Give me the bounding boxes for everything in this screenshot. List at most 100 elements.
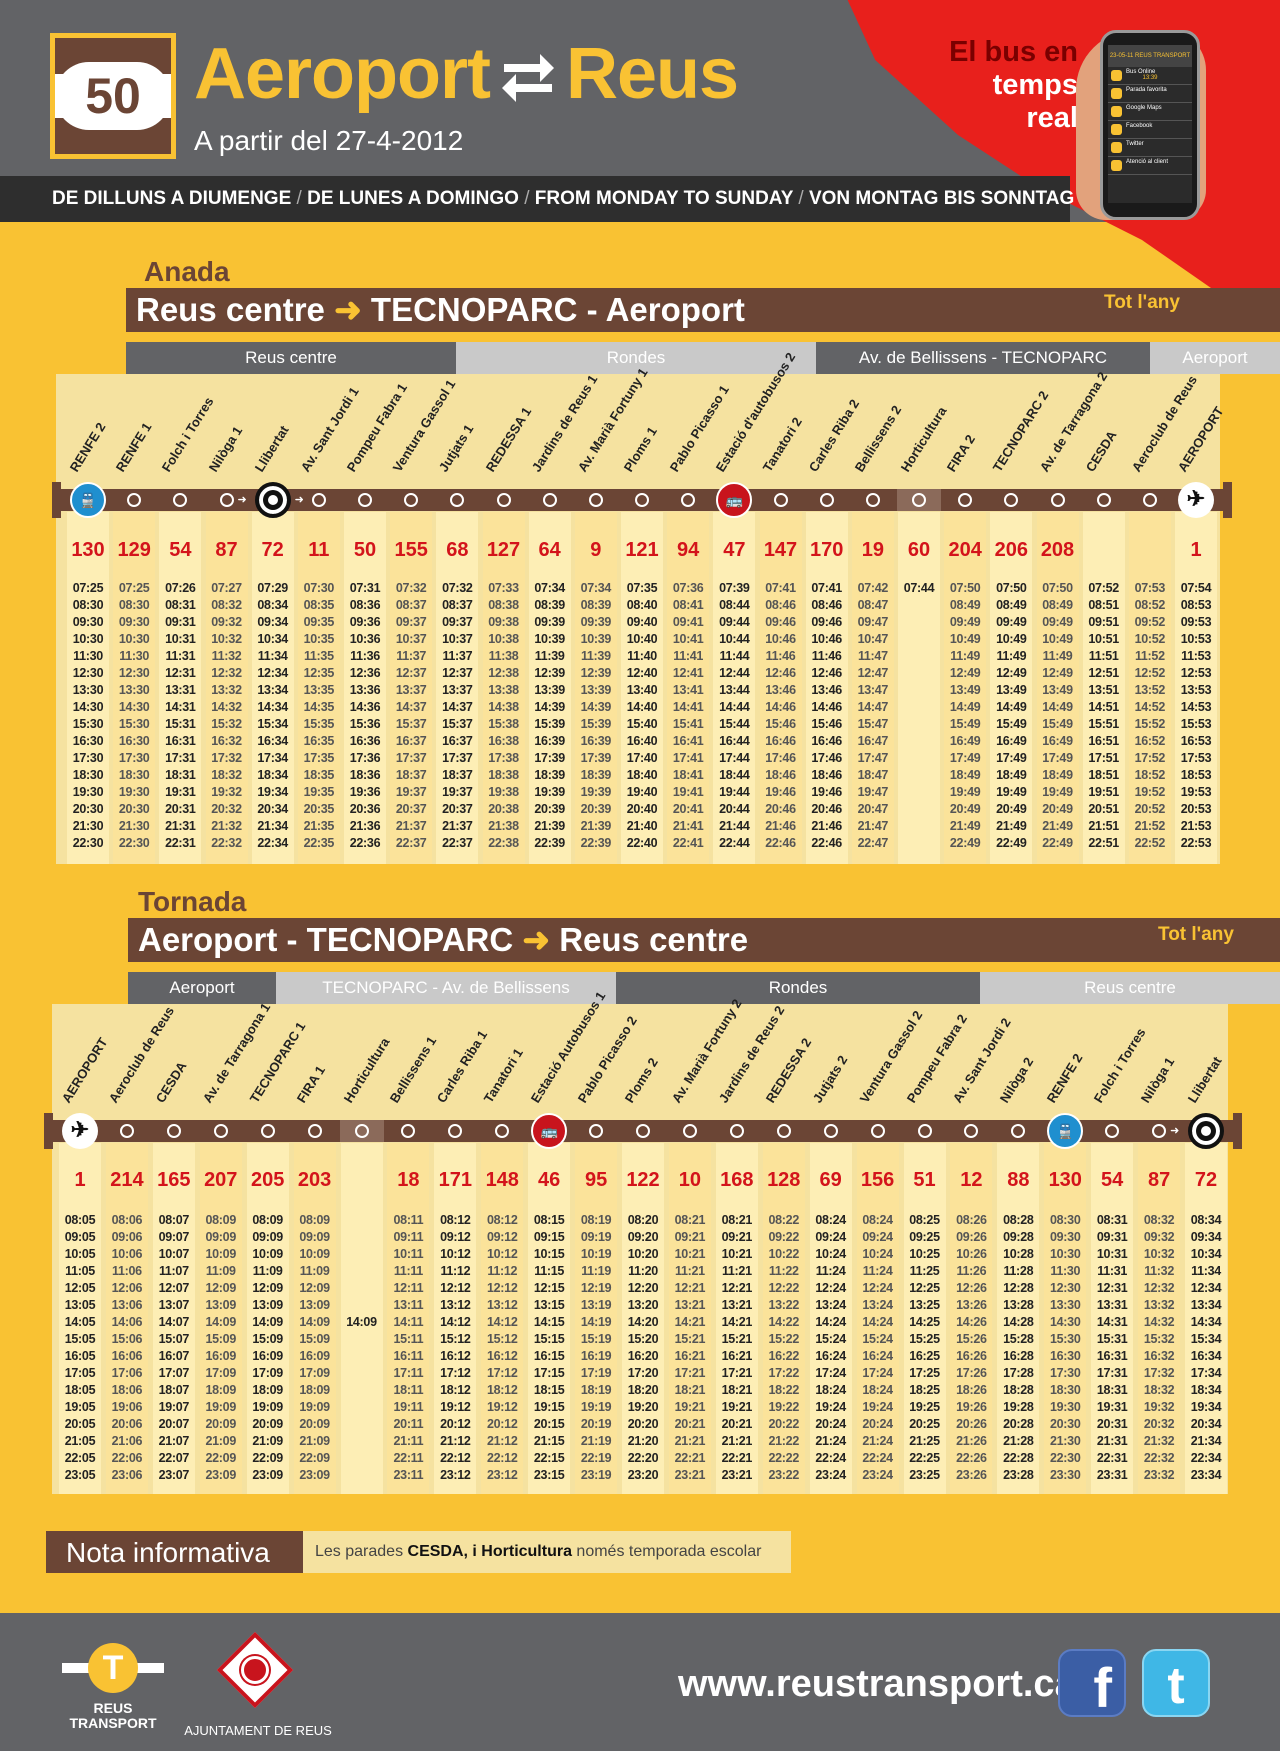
anada-stop-code: 147 — [763, 539, 798, 561]
anada-departure-time: 19:38 — [488, 785, 519, 799]
anada-stop-code: 127 — [486, 539, 521, 561]
anada-departure-time: 17:53 — [1180, 751, 1212, 765]
tornada-stop-code: 69 — [819, 1169, 842, 1191]
stop-dot-icon — [823, 1124, 838, 1138]
anada-departure-time: 14:31 — [165, 700, 196, 714]
facebook-icon[interactable]: f — [1058, 1649, 1126, 1719]
anada-departure-time: 16:35 — [303, 734, 335, 748]
anada-departure-time: 21:49 — [996, 819, 1027, 833]
anada-time-column: 07:54 08:53 09:53 10:53 11:53 12:53 13:53 14:53… — [1173, 580, 1219, 852]
anada-column-stripe — [528, 512, 571, 864]
anada-departure-time: 18:37 — [395, 768, 427, 782]
tornada-departure-time: 13:31 — [1096, 1298, 1128, 1312]
anada-departure-time: 10:49 — [949, 632, 981, 646]
anada-time-column: 07:36 08:41 09:41 10:41 11:41 12:41 13:41 14:41… — [665, 580, 711, 852]
tornada-departure-time: 21:12 — [487, 1434, 518, 1448]
tornada-departure-time: 13:12 — [440, 1298, 471, 1312]
plane-icon: ✈ — [62, 1113, 98, 1149]
tornada-departure-time: 09:09 — [299, 1230, 330, 1244]
anada-departure-time: 22:30 — [72, 836, 104, 850]
anada-column-stripe — [205, 512, 248, 864]
anada-departure-time: 08:38 — [488, 598, 519, 612]
tornada-departure-time: 14:21 — [674, 1315, 706, 1329]
tornada-departure-time: 09:25 — [909, 1230, 940, 1244]
tornada-time-column: 08:31 09:31 10:31 11:31 12:31 13:31 14:31 15:31… — [1089, 1212, 1135, 1484]
tornada-departure-time: 21:19 — [580, 1434, 612, 1448]
map-icon — [1111, 106, 1122, 117]
stop-dot-icon — [260, 1124, 275, 1138]
anada-column-stripe — [713, 512, 756, 864]
anada-departure-time: 18:37 — [442, 768, 473, 782]
anada-departure-time: 15:35 — [303, 717, 335, 731]
tornada-departure-time: 22:09 — [205, 1451, 237, 1465]
anada-time-column: 07:29 08:34 09:34 10:34 11:34 12:34 13:34 14:34… — [250, 580, 296, 852]
anada-departure-time: 15:46 — [765, 717, 796, 731]
anada-departure-time: 17:51 — [1088, 751, 1119, 765]
tornada-departure-time: 12:32 — [1143, 1281, 1175, 1295]
anada-stop-code: 54 — [169, 539, 192, 561]
tornada-departure-time: 13:09 — [205, 1298, 237, 1312]
anada-departure-time: 16:51 — [1088, 734, 1119, 748]
tornada-departure-time: 21:32 — [1143, 1434, 1175, 1448]
tornada-time-column: 08:26 09:26 10:26 11:26 12:26 13:26 14:26 15:26… — [948, 1212, 994, 1484]
anada-departure-time: 14:51 — [1088, 700, 1119, 714]
anada-departure-time: 12:36 — [349, 666, 381, 680]
tornada-departure-time: 17:06 — [111, 1366, 143, 1380]
tornada-departure-time: 17:24 — [862, 1366, 893, 1380]
star-icon — [1111, 88, 1122, 99]
rt-logo-circle — [88, 1643, 138, 1693]
tornada-heading: Tornada — [138, 886, 247, 917]
tornada-departure-time: 18:22 — [768, 1383, 800, 1397]
anada-departure-time: 14:36 — [349, 700, 381, 714]
tornada-departure-time: 19:25 — [909, 1400, 940, 1414]
anada-departure-time: 17:46 — [765, 751, 796, 765]
anada-departure-time: 18:49 — [1042, 768, 1073, 782]
tornada-departure-time: 18:12 — [440, 1383, 471, 1397]
stop-dot-icon — [358, 493, 372, 507]
tornada-departure-time: 11:09 — [205, 1264, 236, 1278]
anada-departure-time: 18:40 — [626, 768, 658, 782]
tornada-departure-time: 18:06 — [111, 1383, 143, 1397]
tornada-departure-time: 22:06 — [111, 1451, 143, 1465]
twitter-icon[interactable]: t — [1142, 1649, 1210, 1717]
tornada-departure-time: 19:22 — [768, 1400, 800, 1414]
tornada-departure-time: 12:12 — [487, 1281, 518, 1295]
tornada-departure-time: 18:32 — [1143, 1383, 1175, 1397]
anada-departure-time: 08:32 — [211, 598, 242, 612]
tornada-departure-time: 16:32 — [1143, 1349, 1175, 1363]
website-link[interactable]: www.reustransport.cat — [678, 1663, 1089, 1705]
tornada-zone-aeroport: Aeroport — [128, 972, 276, 1004]
tornada-departure-time: 20:09 — [299, 1417, 330, 1431]
tornada-time-column: 08:28 09:28 10:28 11:28 12:28 13:28 14:28 15:28… — [995, 1212, 1041, 1484]
tornada-column-stripe — [622, 1143, 664, 1494]
tornada-departure-time: 22:09 — [299, 1451, 330, 1465]
anada-departure-time: 19:49 — [949, 785, 981, 799]
stop-dot-icon — [912, 493, 926, 507]
anada-departure-time: 11:39 — [534, 649, 565, 663]
tornada-departure-time: 13:26 — [956, 1298, 987, 1312]
tornada-departure-time: 12:22 — [768, 1281, 800, 1295]
tornada-departure-time: 15:15 — [533, 1332, 565, 1346]
anada-departure-time: 07:32 — [442, 581, 473, 595]
anada-departure-time: 09:40 — [626, 615, 658, 629]
anada-departure-time: 12:49 — [1042, 666, 1073, 680]
anada-departure-time: 19:40 — [626, 785, 658, 799]
anada-departure-time: 17:39 — [534, 751, 565, 765]
tornada-departure-time: 18:25 — [909, 1383, 940, 1397]
tornada-departure-time: 12:15 — [533, 1281, 565, 1295]
tornada-departure-time: 09:09 — [205, 1230, 237, 1244]
tornada-stop-code: 165 — [157, 1169, 191, 1191]
anada-departure-time: 11:41 — [673, 649, 704, 663]
anada-departure-time: 14:46 — [811, 700, 842, 714]
anada-departure-time: 22:49 — [996, 836, 1027, 850]
tornada-departure-time: 08:26 — [956, 1213, 987, 1227]
tornada-departure-time: 13:09 — [252, 1298, 283, 1312]
anada-time-column: 07:39 08:44 09:44 10:44 11:44 12:44 13:44 14:44… — [711, 580, 757, 852]
tornada-horticultura-time: 14:09 — [346, 1315, 377, 1329]
anada-stop-code: 206 — [994, 539, 1029, 561]
tornada-departure-time: 17:19 — [580, 1366, 612, 1380]
tornada-departure-time: 18:30 — [1050, 1383, 1081, 1397]
anada-departure-time: 13:49 — [1042, 683, 1073, 697]
anada-departure-time: 16:36 — [349, 734, 381, 748]
